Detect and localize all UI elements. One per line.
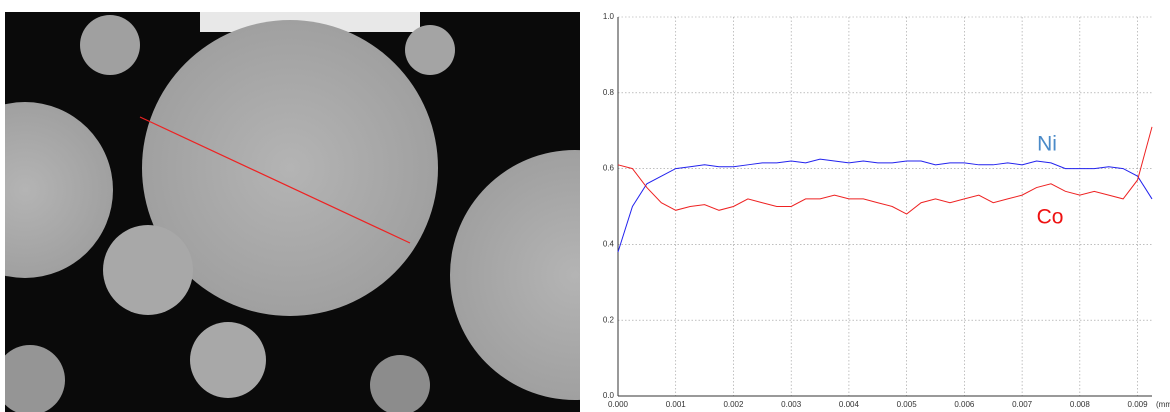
x-tick-label: 0.002: [723, 400, 744, 409]
x-tick-label: 0.006: [954, 400, 975, 409]
x-tick-label: 0.003: [781, 400, 802, 409]
y-tick-label: 0.2: [603, 315, 615, 324]
x-tick-label: 0.000: [608, 400, 629, 409]
micrograph: [5, 12, 580, 412]
x-tick-label: 0.004: [839, 400, 860, 409]
x-tick-label: 0.007: [1012, 400, 1033, 409]
y-tick-label: 0.0: [603, 391, 615, 400]
series-label: Ni: [1037, 133, 1057, 156]
data-line: [617, 158, 1153, 253]
x-axis-label: (mm: [1156, 400, 1170, 409]
y-tick-label: 0.6: [603, 164, 615, 173]
data-line: [617, 126, 1153, 215]
y-tick-label: 0.8: [603, 88, 615, 97]
y-tick-label: 0.4: [603, 240, 615, 249]
series-label: Co: [1037, 206, 1064, 229]
x-tick-label: 0.001: [666, 400, 687, 409]
x-tick-label: 0.009: [1128, 400, 1149, 409]
x-tick-label: 0.008: [1070, 400, 1091, 409]
y-tick-label: 1.0: [603, 12, 615, 21]
x-tick-label: 0.005: [897, 400, 918, 409]
